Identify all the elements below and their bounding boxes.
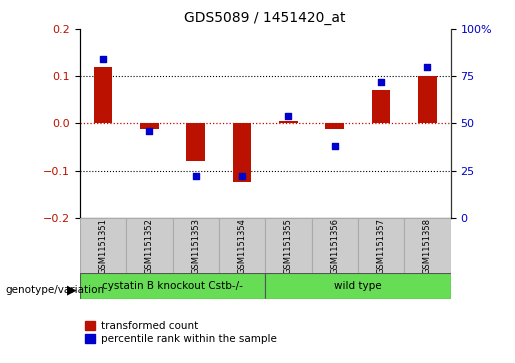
Bar: [173, 218, 219, 274]
Bar: [312, 218, 358, 274]
Bar: [279, 121, 298, 123]
Bar: [126, 218, 173, 274]
Bar: [404, 218, 451, 274]
Text: GSM1151358: GSM1151358: [423, 218, 432, 274]
Text: GSM1151354: GSM1151354: [237, 218, 247, 274]
Title: GDS5089 / 1451420_at: GDS5089 / 1451420_at: [184, 11, 346, 25]
Bar: [233, 123, 251, 182]
Point: [99, 56, 107, 62]
Bar: [186, 123, 205, 161]
Text: GSM1151356: GSM1151356: [330, 218, 339, 274]
Text: GSM1151352: GSM1151352: [145, 218, 154, 274]
Text: GSM1151351: GSM1151351: [98, 218, 108, 274]
Text: ▶: ▶: [66, 284, 76, 297]
Bar: [140, 123, 159, 129]
Text: cystatin B knockout Cstb-/-: cystatin B knockout Cstb-/-: [102, 281, 243, 291]
Text: wild type: wild type: [334, 281, 382, 291]
Bar: [219, 218, 265, 274]
Text: GSM1151353: GSM1151353: [191, 218, 200, 274]
Text: GSM1151355: GSM1151355: [284, 218, 293, 274]
Legend: transformed count, percentile rank within the sample: transformed count, percentile rank withi…: [85, 321, 277, 344]
Text: GSM1151357: GSM1151357: [376, 218, 386, 274]
Point: [145, 128, 153, 134]
Bar: [80, 218, 126, 274]
Bar: [265, 218, 312, 274]
Bar: [372, 90, 390, 123]
Text: genotype/variation: genotype/variation: [5, 285, 104, 295]
Bar: [265, 273, 451, 299]
Bar: [80, 273, 265, 299]
Bar: [325, 123, 344, 129]
Bar: [358, 218, 404, 274]
Point: [331, 143, 339, 149]
Point: [238, 174, 246, 179]
Point: [377, 79, 385, 85]
Point: [284, 113, 293, 119]
Bar: [94, 67, 112, 123]
Bar: [418, 76, 437, 123]
Point: [192, 174, 200, 179]
Point: [423, 64, 432, 70]
